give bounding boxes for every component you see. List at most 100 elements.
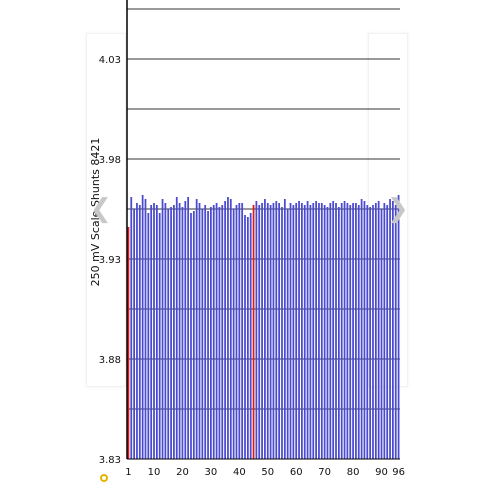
bar <box>235 205 238 459</box>
x-tick-labels: 1 10 20 30 40 50 60 70 80 90 96 <box>125 467 405 478</box>
bar-highlight <box>252 205 255 459</box>
bar <box>352 203 354 459</box>
y-axis-label: 250 mV Scale Shunts 8421 <box>89 138 102 287</box>
bar <box>227 197 229 459</box>
x-tick-label: 10 <box>148 467 161 478</box>
bar-highlight <box>127 227 130 459</box>
bar <box>255 201 258 459</box>
info-circle-icon[interactable] <box>100 474 108 482</box>
bar <box>232 209 235 459</box>
x-tick-label: 60 <box>290 467 303 478</box>
bar <box>386 205 389 459</box>
bar <box>343 201 346 459</box>
bar <box>212 205 215 459</box>
y-tick-label: 3.98 <box>99 155 121 166</box>
bar <box>363 201 366 459</box>
bar <box>323 205 326 459</box>
bar <box>392 201 394 459</box>
x-tick-label: 70 <box>318 467 331 478</box>
bar <box>337 207 340 459</box>
bar <box>153 203 155 459</box>
bar <box>329 203 332 459</box>
x-tick-label: 30 <box>205 467 218 478</box>
bar <box>301 203 303 459</box>
bar <box>326 207 329 459</box>
x-tick-label: 1 <box>125 467 131 478</box>
bar <box>377 201 380 459</box>
bar <box>357 205 360 459</box>
bar <box>249 213 252 459</box>
bar <box>320 203 323 459</box>
bar <box>332 201 335 459</box>
bar <box>198 203 201 459</box>
bar <box>224 201 226 459</box>
bar <box>394 205 397 459</box>
bar <box>161 199 164 459</box>
bar <box>349 205 352 459</box>
bar <box>187 197 190 459</box>
bar <box>380 209 383 459</box>
bar <box>184 201 187 459</box>
bar <box>141 195 144 459</box>
bar <box>164 203 167 459</box>
gridlines <box>127 8 400 410</box>
bar <box>147 213 150 459</box>
bar <box>204 205 207 459</box>
chevron-left-icon[interactable]: ❮ <box>90 194 112 224</box>
bar <box>289 203 292 459</box>
bar <box>167 209 170 459</box>
bar <box>383 203 386 459</box>
bar <box>355 203 357 459</box>
bar <box>170 207 172 459</box>
bar <box>246 217 249 459</box>
x-tick-label: 20 <box>176 467 189 478</box>
bar <box>192 211 195 459</box>
bar <box>258 205 261 459</box>
y-tick-label: 3.83 <box>99 455 121 466</box>
bar <box>292 205 295 459</box>
bar <box>372 205 374 459</box>
bar <box>346 203 349 459</box>
bar <box>130 197 133 459</box>
bar <box>136 203 138 459</box>
bar <box>215 203 218 459</box>
bar <box>261 203 263 459</box>
y-tick-label: 3.88 <box>99 355 121 366</box>
bar <box>178 203 181 459</box>
bar <box>138 205 141 459</box>
bar <box>210 207 212 459</box>
bar <box>340 203 343 459</box>
chevron-right-icon[interactable]: ❯ <box>387 194 409 224</box>
y-tick-labels: 4.03 3.98 3.93 3.88 3.83 <box>99 55 121 466</box>
y-tick-label: 4.03 <box>99 55 121 66</box>
bar <box>360 199 363 459</box>
bar <box>309 205 312 459</box>
x-tick-label: 96 <box>392 467 405 478</box>
bar <box>283 199 286 459</box>
bar <box>298 201 300 459</box>
bar <box>269 205 272 459</box>
bar <box>218 207 221 459</box>
bar <box>229 199 232 459</box>
bar <box>306 201 309 459</box>
bar <box>238 203 241 459</box>
bar <box>155 205 158 459</box>
bar <box>173 205 175 459</box>
bar <box>295 203 298 459</box>
bar <box>150 205 153 459</box>
bar <box>286 209 289 459</box>
bar <box>397 195 400 459</box>
bar <box>190 213 192 459</box>
bar <box>278 203 281 459</box>
bar <box>133 209 135 459</box>
bar <box>374 203 377 459</box>
y-tick-label: 3.93 <box>99 255 121 266</box>
bar <box>303 205 306 459</box>
x-tick-label: 90 <box>375 467 388 478</box>
bar <box>144 199 147 459</box>
bar <box>175 197 178 459</box>
bar <box>195 199 198 459</box>
bar <box>369 207 372 459</box>
bar <box>221 205 224 459</box>
